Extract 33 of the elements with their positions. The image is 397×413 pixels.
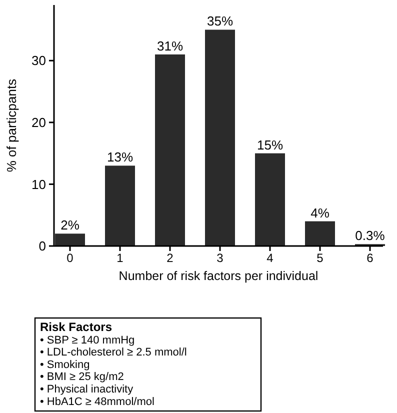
x-tick-label: 4	[266, 251, 274, 265]
text: • SBP ≥ 140 mmHg	[40, 334, 135, 346]
x-tick-label: 6	[366, 251, 374, 265]
bar	[55, 234, 85, 246]
data-label: 4%	[310, 205, 330, 220]
x-tick-label: 5	[316, 251, 324, 265]
x-axis-title: Number of risk factors per individual	[118, 269, 318, 283]
x-tick-label: 1	[116, 251, 124, 265]
data-label: 0.3%	[355, 228, 386, 244]
y-tick-label: 0	[38, 238, 46, 254]
text: • HbA1C ≥ 48mmol/mol	[40, 396, 154, 408]
bar	[105, 166, 135, 246]
x-tick-label: 2	[166, 251, 174, 265]
data-label: 2%	[60, 218, 80, 233]
y-axis-title: % of particpants	[4, 78, 19, 172]
y-tick-label: 10	[32, 176, 46, 192]
text: • Smoking	[40, 358, 90, 371]
data-label: 31%	[156, 38, 184, 54]
y-tick-label: 30	[32, 53, 46, 68]
data-label: 13%	[106, 150, 134, 165]
y-tick-label: 20	[32, 114, 46, 130]
bar	[155, 54, 185, 246]
x-tick-label: 3	[216, 251, 224, 265]
text: • BMI ≥ 25 kg/m2	[40, 371, 124, 384]
text: Risk Factors	[40, 320, 112, 334]
bar	[205, 30, 235, 246]
data-label: 15%	[256, 137, 284, 152]
text: • Physical inactivity	[40, 384, 134, 396]
bar	[255, 153, 285, 246]
x-tick-label: 0	[66, 251, 74, 265]
text: • LDL-cholesterol ≥ 2.5 mmol/l	[40, 346, 187, 359]
bar	[305, 221, 335, 246]
data-label: 35%	[206, 14, 234, 29]
